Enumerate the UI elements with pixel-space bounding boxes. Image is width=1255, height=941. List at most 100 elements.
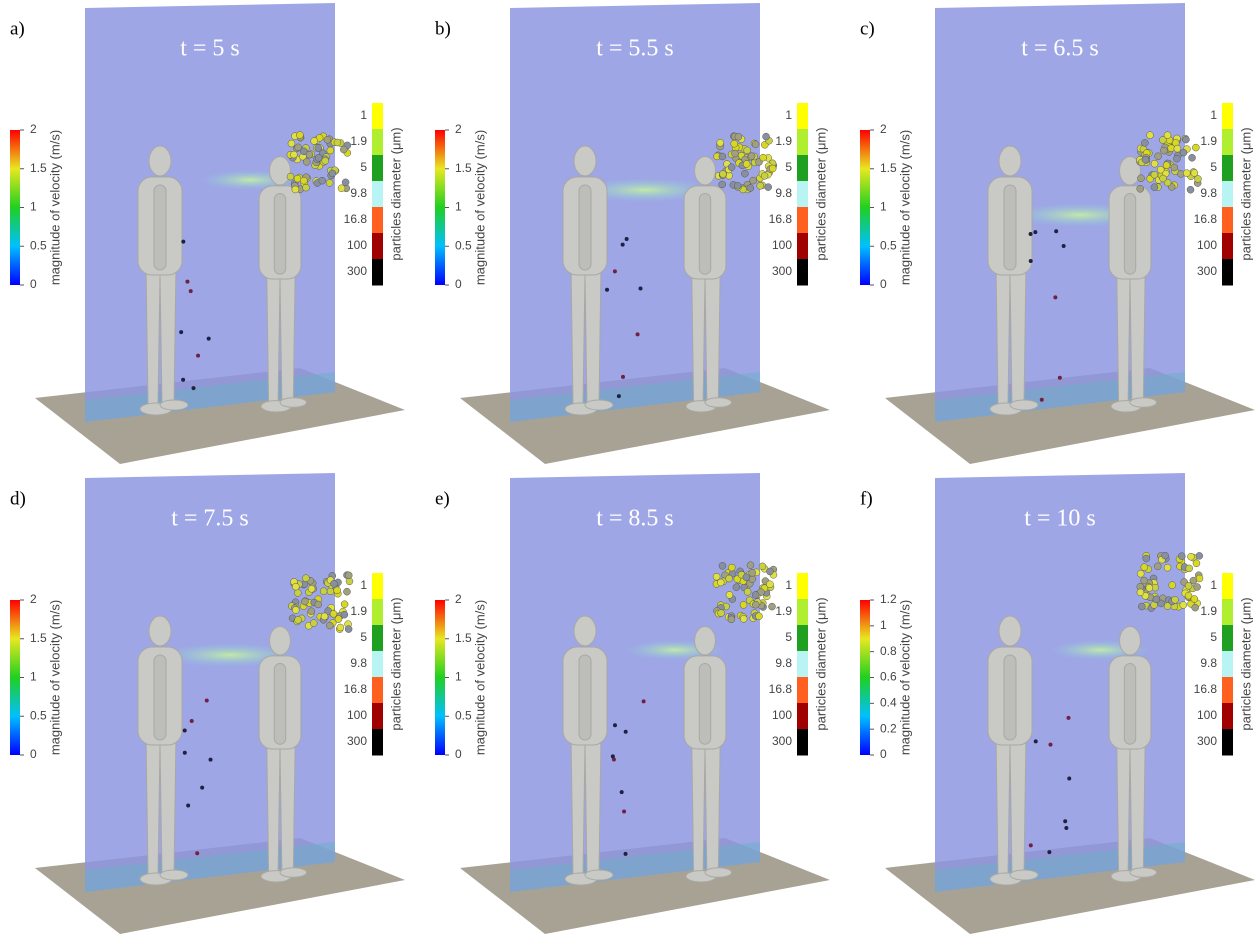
falling-particle bbox=[642, 699, 646, 703]
velocity-tick-label: 0.5 bbox=[880, 238, 897, 252]
particle bbox=[296, 132, 303, 139]
falling-particle bbox=[1029, 843, 1033, 847]
velocity-tick-label: 0 bbox=[30, 277, 37, 291]
foot bbox=[585, 870, 613, 880]
velocity-title: magnitude of velocity (m/s) bbox=[897, 130, 912, 285]
diameter-swatch bbox=[797, 729, 808, 756]
particle bbox=[1174, 145, 1181, 152]
particle bbox=[1191, 169, 1198, 176]
falling-particle bbox=[1067, 777, 1071, 781]
panel-label: b) bbox=[435, 18, 451, 39]
diameter-tick-label: 16.8 bbox=[344, 212, 368, 226]
velocity-tick-label: 1 bbox=[880, 200, 887, 214]
particle bbox=[341, 611, 348, 618]
foot bbox=[705, 868, 732, 878]
diameter-tick-label: 1.9 bbox=[775, 604, 792, 618]
head bbox=[695, 626, 716, 655]
particle bbox=[1159, 136, 1166, 143]
diameter-tick-label: 100 bbox=[772, 708, 792, 722]
diameter-swatch bbox=[1222, 181, 1233, 208]
diameter-swatch bbox=[797, 155, 808, 182]
particle bbox=[728, 164, 735, 171]
velocity-tick-label: 0.5 bbox=[455, 238, 472, 252]
particle bbox=[1180, 601, 1187, 608]
velocity-tick-label: 0 bbox=[30, 747, 37, 761]
particle bbox=[341, 601, 348, 608]
arm bbox=[579, 655, 591, 740]
diameter-title: particles diameter (μm) bbox=[1238, 597, 1253, 730]
velocity-tick-label: 1.5 bbox=[30, 631, 47, 645]
particle bbox=[744, 147, 751, 154]
diameter-swatch bbox=[1222, 703, 1233, 730]
particle bbox=[718, 610, 725, 617]
particle bbox=[728, 616, 735, 623]
particle bbox=[741, 170, 748, 177]
falling-particle bbox=[613, 723, 617, 727]
velocity-tick-label: 0.5 bbox=[455, 708, 472, 722]
velocity-tick-label: 2 bbox=[880, 122, 887, 136]
foot bbox=[160, 870, 188, 880]
head bbox=[695, 156, 716, 185]
diameter-swatch bbox=[1222, 103, 1233, 130]
velocity-tick-label: 0 bbox=[455, 747, 462, 761]
diameter-tick-label: 9.8 bbox=[775, 186, 792, 200]
velocity-tick-label: 0.5 bbox=[30, 708, 47, 722]
particle bbox=[1141, 577, 1148, 584]
arm bbox=[274, 664, 285, 745]
particle bbox=[1182, 136, 1189, 143]
time-label: t = 8.5 s bbox=[596, 506, 674, 532]
particle bbox=[302, 575, 309, 582]
falling-particle bbox=[625, 237, 629, 241]
head bbox=[270, 626, 291, 655]
diameter-tick-label: 300 bbox=[347, 264, 367, 278]
falling-particle bbox=[611, 754, 615, 758]
particle bbox=[326, 622, 333, 629]
particle bbox=[1137, 570, 1144, 577]
falling-particle bbox=[617, 394, 621, 398]
particle bbox=[324, 136, 331, 143]
particle bbox=[719, 153, 726, 160]
particle bbox=[747, 562, 754, 569]
diameter-tick-label: 16.8 bbox=[1194, 212, 1218, 226]
velocity-tick-label: 0.5 bbox=[30, 238, 47, 252]
diameter-swatch bbox=[372, 233, 383, 260]
diameter-tick-label: 1.9 bbox=[1200, 134, 1217, 148]
particle bbox=[1142, 156, 1149, 163]
diameter-swatch bbox=[1222, 599, 1233, 626]
diameter-title: particles diameter (μm) bbox=[388, 127, 403, 260]
particle bbox=[334, 587, 341, 594]
falling-particle bbox=[621, 243, 625, 247]
diameter-swatch bbox=[372, 573, 383, 600]
diameter-swatch bbox=[372, 677, 383, 704]
falling-particle bbox=[1062, 244, 1066, 248]
particle bbox=[1151, 171, 1158, 178]
particle bbox=[728, 564, 735, 571]
particle bbox=[726, 575, 733, 582]
arm bbox=[1004, 185, 1016, 270]
diameter-swatch bbox=[797, 129, 808, 156]
particle bbox=[713, 573, 720, 580]
velocity-tick-label: 0 bbox=[455, 277, 462, 291]
diameter-swatch bbox=[797, 677, 808, 704]
diameter-swatch bbox=[1222, 233, 1233, 260]
particle bbox=[1138, 175, 1145, 182]
particle bbox=[761, 172, 768, 179]
arm bbox=[1004, 655, 1016, 740]
particle bbox=[763, 133, 770, 140]
particle bbox=[769, 165, 776, 172]
time-label: t = 5.5 s bbox=[596, 36, 674, 62]
particle bbox=[740, 601, 747, 608]
time-label: t = 7.5 s bbox=[171, 506, 249, 532]
falling-particle bbox=[207, 337, 211, 341]
particle bbox=[1163, 162, 1170, 169]
velocity-tick-label: 2 bbox=[30, 592, 37, 606]
particle bbox=[315, 144, 322, 151]
diameter-title: particles diameter (μm) bbox=[813, 127, 828, 260]
arm bbox=[699, 194, 710, 275]
diameter-swatch bbox=[797, 651, 808, 678]
diameter-swatch bbox=[372, 651, 383, 678]
diameter-swatch bbox=[372, 703, 383, 730]
particle bbox=[303, 184, 310, 191]
diameter-swatch bbox=[1222, 651, 1233, 678]
